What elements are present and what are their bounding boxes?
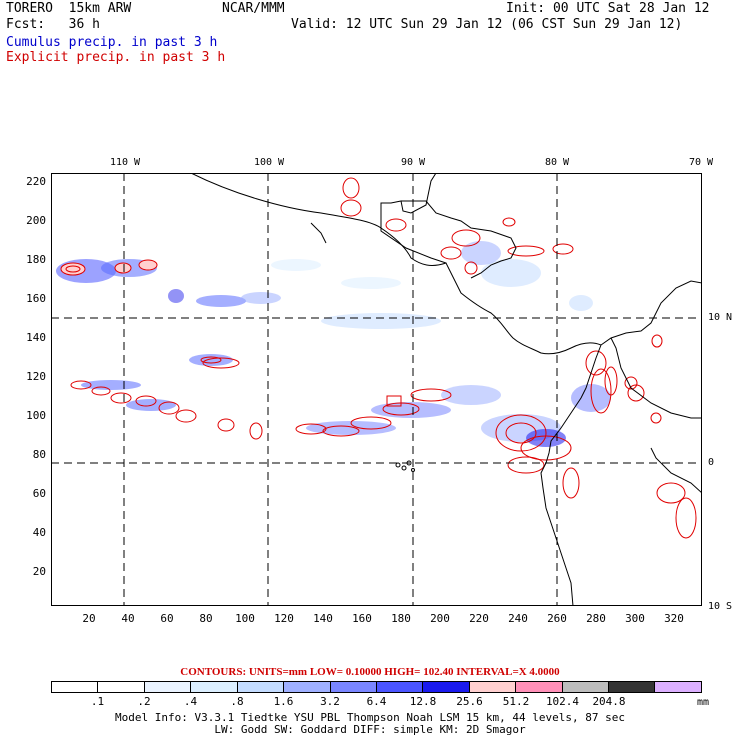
x-tick-220: 220 [469,612,489,625]
colorbar-swatch [191,682,238,692]
x-tick-180: 180 [391,612,411,625]
colorbar-swatch [284,682,331,692]
lon-label-100w: 100 W [253,157,285,168]
colorbar-swatch [469,682,517,692]
colorbar-swatch [98,682,145,692]
lat-label-equator: 0 [708,457,715,468]
colorbar-label: 1.6 [273,695,294,708]
map-canvas [51,173,702,606]
x-tick-240: 240 [508,612,528,625]
model-title: TORERO 15km ARW [6,1,132,16]
contour-info: CONTOURS: UNITS=mm LOW= 0.10000 HIGH= 10… [180,666,560,678]
y-tick-60: 60 [32,487,46,500]
colorbar-label: .4 [183,695,198,708]
y-tick-160: 160 [26,292,46,305]
colorbar-swatch [144,682,192,692]
lat-label-10s: 10 S [708,601,733,612]
precip-map [51,173,702,606]
colorbar-label: 102.4 [545,695,580,708]
colorbar-swatch [609,682,656,692]
colorbar-units: mm [697,697,710,708]
x-tick-280: 280 [586,612,606,625]
valid-time: Valid: 12 UTC Sun 29 Jan 12 (06 CST Sun … [291,17,683,32]
lon-label-80w: 80 W [544,157,570,168]
explicit-precip-contours [60,177,697,539]
colorbar-label: 3.2 [320,695,340,708]
colorbar-swatch [330,682,377,692]
y-tick-80: 80 [32,448,46,461]
colorbar-label: .8 [230,695,244,708]
lon-label-90w: 90 W [400,157,426,168]
x-tick-80: 80 [199,612,213,625]
graticule [51,173,702,606]
model-info-line2: LW: Godd SW: Goddard DIFF: simple KM: 2D… [214,723,526,736]
x-tick-320: 320 [664,612,684,625]
x-tick-300: 300 [625,612,645,625]
y-tick-40: 40 [32,526,46,539]
y-tick-20: 20 [32,565,46,578]
x-tick-160: 160 [352,612,372,625]
colorbar-swatch [237,682,285,692]
colorbar-swatch [655,682,701,692]
y-tick-200: 200 [26,214,46,227]
colorbar-label: 6.4 [366,695,387,708]
lat-label-10n: 10 N [708,312,733,323]
colorbar-swatch [516,682,563,692]
x-tick-100: 100 [235,612,255,625]
org-label: NCAR/MMM [222,1,285,16]
colorbar [51,681,702,693]
colorbar-label: 12.8 [409,695,437,708]
model-info-line1: Model Info: V3.3.1 Tiedtke YSU PBL Thomp… [115,711,625,724]
colorbar-label: 51.2 [502,695,530,708]
colorbar-swatch [562,682,610,692]
colorbar-label: .1 [90,695,105,708]
lon-label-110w: 110 W [109,157,141,168]
field1-label: Cumulus precip. in past 3 h [6,35,218,50]
y-tick-120: 120 [26,370,46,383]
x-tick-120: 120 [274,612,294,625]
y-tick-140: 140 [26,331,46,344]
y-tick-180: 180 [26,253,46,266]
colorbar-swatch [376,682,424,692]
y-tick-100: 100 [26,409,46,422]
x-tick-40: 40 [121,612,135,625]
colorbar-label: .2 [137,695,151,708]
x-tick-200: 200 [430,612,450,625]
colorbar-label: 204.8 [592,695,626,708]
forecast-hour: Fcst: 36 h [6,17,100,32]
y-tick-220: 220 [26,175,46,188]
x-tick-140: 140 [313,612,333,625]
x-tick-60: 60 [160,612,174,625]
cumulus-precip-areas [56,241,611,447]
colorbar-swatch [52,682,99,692]
x-tick-260: 260 [547,612,567,625]
x-tick-20: 20 [82,612,96,625]
colorbar-swatch [423,682,470,692]
lon-label-70w: 70 W [688,157,714,168]
colorbar-label: 25.6 [456,695,483,708]
field2-label: Explicit precip. in past 3 h [6,50,226,65]
init-time: Init: 00 UTC Sat 28 Jan 12 [506,1,710,16]
